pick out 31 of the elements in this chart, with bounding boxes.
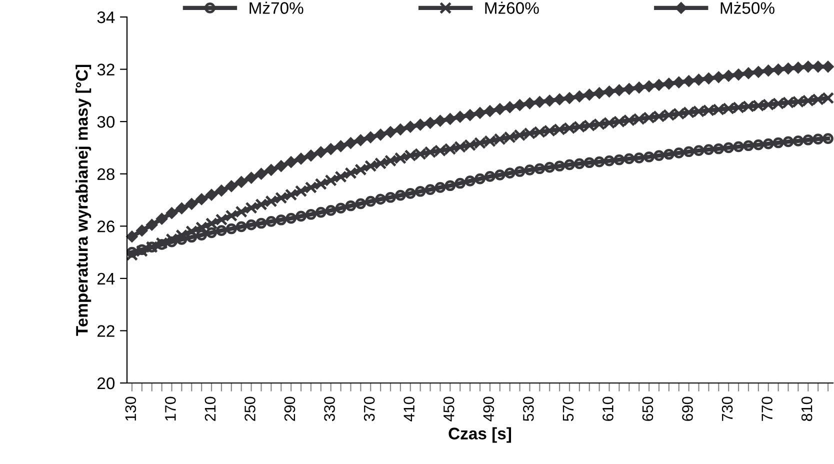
x-tick-label: 490: [483, 396, 494, 422]
y-tick-label: 28: [97, 168, 114, 180]
x-tick-label: 530: [523, 396, 534, 422]
y-tick-label: 32: [97, 64, 114, 76]
x-tick-label: 170: [165, 396, 176, 421]
y-tick-label: 26: [97, 220, 114, 232]
x-tick-label: 450: [443, 396, 454, 422]
y-tick-label: 20: [97, 377, 115, 390]
y-axis-title: Temperatura wyrabianej masy [°C]: [76, 64, 92, 336]
x-tick-label: 770: [762, 396, 772, 421]
x-tick-label: 650: [642, 396, 654, 421]
y-tick-label: 22: [97, 325, 114, 337]
x-axis-title: Czas [s]: [448, 427, 512, 443]
legend-label: Mż50%: [720, 2, 774, 14]
x-tick-label: 250: [244, 396, 256, 421]
x-tick-label: 690: [682, 396, 693, 421]
y-tick-label: 30: [97, 116, 115, 128]
x-tick-label: 730: [722, 396, 733, 421]
x-tick-label: 610: [602, 396, 614, 421]
x-tick-label: 370: [364, 396, 375, 422]
x-tick-label: 410: [404, 396, 414, 422]
x-tick-label: 290: [284, 396, 296, 421]
x-tick-label: 210: [204, 396, 216, 421]
x-tick-label: 570: [562, 396, 574, 422]
x-tick-label: 330: [324, 396, 335, 422]
legend-label: Mż70%: [250, 2, 304, 14]
legend-label: Mż60%: [485, 2, 539, 14]
y-tick-label: 24: [97, 272, 115, 284]
x-tick-label: 130: [125, 396, 136, 421]
y-tick-label: 34: [97, 11, 115, 24]
x-tick-label: 810: [801, 396, 812, 422]
